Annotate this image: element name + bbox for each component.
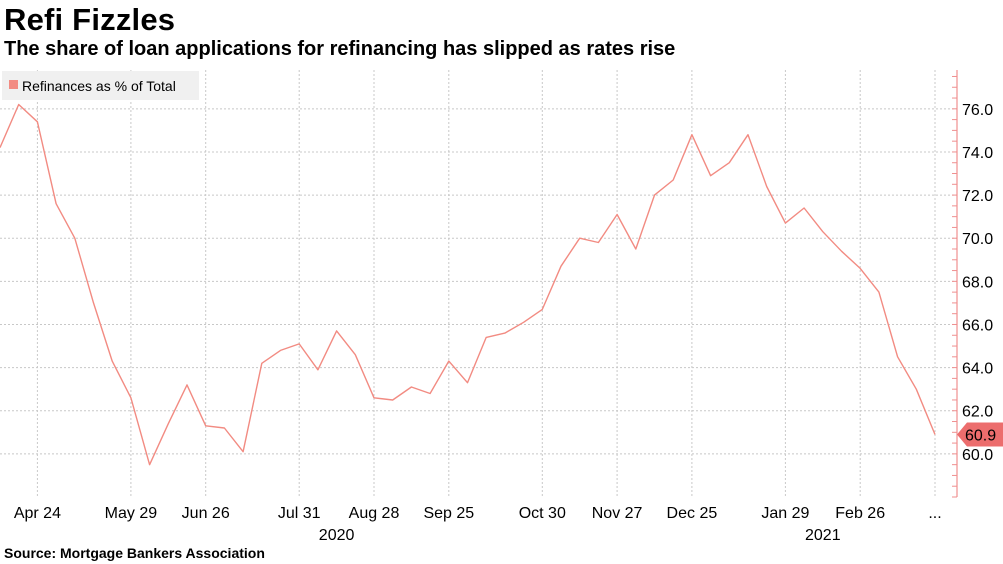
x-tick-label: Jan 29 [761,505,809,522]
year-label: 2021 [805,527,841,544]
grid [0,70,957,497]
x-tick-label: Jul 31 [278,505,321,522]
year-label: 2020 [319,527,355,544]
y-axis: 60.0 62.0 64.0 66.0 68.0 70.0 72.0 74.0 76.0 [952,70,993,498]
x-tick-label: ... [928,505,941,522]
x-tick-label: Nov 27 [592,505,643,522]
last-value-marker [957,422,1003,447]
legend: Refinances as % of Total [2,71,199,100]
y-tick-label: 74.0 [962,145,993,162]
legend-label: Refinances as % of Total [22,78,176,94]
x-tick-label: Jun 26 [182,505,230,522]
x-axis: Apr 24 May 29 Jun 26 Jul 31 Aug 28 Sep 25 Oct … [14,505,942,544]
series-line [0,103,936,466]
y-tick-label: 66.0 [962,317,993,334]
x-tick-label: May 29 [105,505,158,522]
y-tick-label: 70.0 [962,231,993,248]
last-value-label: 60.9 [957,422,1003,447]
legend-swatch [9,80,18,89]
source-note: Source: Mortgage Bankers Association [4,545,265,561]
chart-subtitle: The share of loan applications for refin… [4,38,676,60]
x-tick-label: Oct 30 [519,505,566,522]
y-tick-label: 76.0 [962,102,993,119]
y-tick-label: 64.0 [962,361,993,378]
x-tick-label: Apr 24 [14,505,61,522]
last-value-text: 60.9 [965,427,996,444]
x-tick-label: Aug 28 [349,505,400,522]
y-tick-label: 72.0 [962,188,993,205]
y-tick-label: 68.0 [962,274,993,291]
legend-background [2,71,199,100]
y-tick-label: 62.0 [962,404,993,421]
chart-title: Refi Fizzles [4,2,176,37]
x-tick-label: Feb 26 [835,505,885,522]
x-tick-label: Dec 25 [667,505,718,522]
y-tick-label: 60.0 [962,447,993,464]
x-tick-label: Sep 25 [423,505,474,522]
series-layer [0,103,936,466]
